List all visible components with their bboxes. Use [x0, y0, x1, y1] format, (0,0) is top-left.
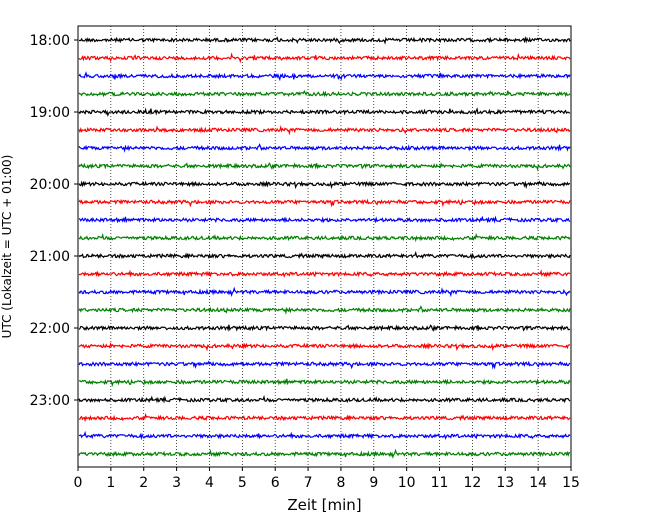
- trace-line: [78, 305, 571, 315]
- x-tick-label: 3: [172, 475, 181, 491]
- y-tick-label: 18:00: [30, 33, 70, 49]
- trace-line: [78, 232, 571, 243]
- trace-line: [78, 250, 571, 261]
- x-tick-label: 12: [463, 475, 481, 491]
- x-tick-label: 14: [529, 475, 547, 491]
- trace-line: [78, 341, 571, 352]
- trace-line: [78, 378, 571, 388]
- x-tick-label: 8: [336, 475, 345, 491]
- trace-line: [78, 286, 571, 298]
- trace-line: [78, 162, 571, 172]
- trace-line: [78, 412, 571, 423]
- trace-line: [78, 360, 571, 370]
- plot-frame: [77, 25, 572, 468]
- x-tick-label: 5: [238, 475, 247, 491]
- y-tick-label: 21:00: [30, 249, 70, 265]
- trace-line: [78, 71, 571, 82]
- trace-line: [78, 89, 571, 98]
- y-tick-label: 19:00: [30, 105, 70, 121]
- x-tick-label: 9: [369, 475, 378, 491]
- x-axis-label: Zeit [min]: [287, 496, 361, 514]
- x-tick-label: 15: [562, 475, 580, 491]
- trace-line: [78, 215, 571, 224]
- trace-line: [78, 35, 571, 45]
- trace-line: [78, 107, 571, 118]
- seismic-traces: [78, 35, 571, 459]
- x-tick-label: 7: [304, 475, 313, 491]
- y-tick-label: 20:00: [30, 177, 70, 193]
- y-axis-ticks: 18:00 19:00 20:00 21:00 22:00 23:00: [30, 33, 78, 409]
- x-tick-label: 10: [398, 475, 416, 491]
- trace-line: [78, 448, 571, 459]
- y-axis-label: UTC (Lokalzeit = UTC + 01:00): [0, 155, 14, 339]
- x-tick-label: 1: [106, 475, 115, 491]
- trace-line: [78, 198, 571, 208]
- x-tick-label: 2: [139, 475, 148, 491]
- trace-line: [78, 430, 571, 441]
- trace-line: [78, 124, 571, 136]
- x-tick-label: 13: [496, 475, 514, 491]
- x-axis-ticks: 0 1 2 3 4 5 6 7 8 9 10 11 12 13 14 15: [74, 467, 580, 491]
- trace-line: [78, 324, 571, 333]
- trace-line: [78, 394, 571, 404]
- trace-line: [78, 143, 571, 153]
- trace-line: [78, 180, 571, 190]
- y-tick-label: 23:00: [30, 393, 70, 409]
- x-tick-label: 11: [431, 475, 449, 491]
- x-tick-label: 4: [205, 475, 214, 491]
- x-tick-label: 6: [271, 475, 280, 491]
- x-tick-label: 0: [74, 475, 83, 491]
- trace-line: [78, 52, 571, 64]
- trace-line: [78, 269, 571, 279]
- y-tick-label: 22:00: [30, 321, 70, 337]
